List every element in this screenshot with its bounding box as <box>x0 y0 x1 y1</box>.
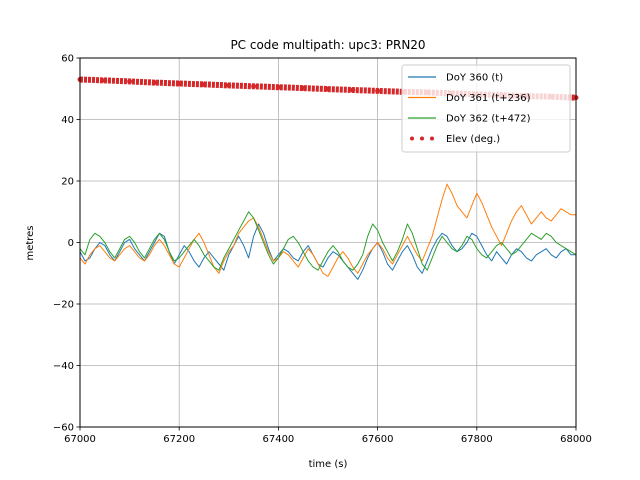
elevation-point <box>151 80 157 86</box>
series-line-2 <box>79 211 577 271</box>
legend-marker <box>430 136 434 141</box>
legend-label: DoY 360 (t) <box>446 73 503 84</box>
legend-label: DoY 362 (t+472) <box>446 114 531 125</box>
y-tick-label: −60 <box>53 423 74 434</box>
elevation-point <box>176 81 182 87</box>
legend-box <box>401 64 571 153</box>
elevation-point <box>102 77 108 83</box>
y-axis-label: metres <box>25 225 36 260</box>
x-axis-label: time (s) <box>309 459 348 470</box>
legend: DoY 360 (t) DoY 361 (t+236) DoY 362 (t+472… <box>401 64 571 153</box>
legend-label: Elev (deg.) <box>446 134 500 145</box>
y-tick-label: 60 <box>61 54 74 65</box>
chart-title: PC code multipath: upc3: PRN20 <box>230 38 425 52</box>
y-tick-label: −40 <box>53 361 74 372</box>
grid-lines <box>79 57 577 428</box>
legend-label: DoY 361 (t+236) <box>446 93 531 104</box>
x-tick-label: 67000 <box>64 434 96 445</box>
series-2 <box>79 211 577 271</box>
series-0 <box>79 223 576 280</box>
legend-marker <box>420 136 424 141</box>
elevation-point <box>275 84 281 90</box>
axis-ticks: 67000 67200 67400 67600 67800 68000 −60 −40 −20 0… <box>53 54 592 446</box>
x-tick-label: 67800 <box>461 434 493 445</box>
y-tick-label: 20 <box>61 177 74 188</box>
elevation-point <box>375 88 381 94</box>
elevation-point <box>226 82 232 88</box>
elevation-point <box>251 83 257 89</box>
x-tick-label: 67200 <box>163 434 195 445</box>
x-tick-label: 67600 <box>362 434 394 445</box>
y-tick-label: 40 <box>61 115 74 126</box>
elevation-point <box>127 78 133 84</box>
elevation-point <box>201 81 207 87</box>
elevation-point <box>325 86 331 92</box>
y-tick-label: 0 <box>68 238 74 249</box>
series-1 <box>79 183 576 277</box>
series-line-1 <box>79 183 576 277</box>
series-line-0 <box>79 223 576 280</box>
x-tick-label: 68000 <box>560 434 592 445</box>
elevation-point <box>300 85 306 91</box>
x-tick-label: 67400 <box>262 434 294 445</box>
y-tick-label: −20 <box>53 300 74 311</box>
legend-marker <box>410 136 414 141</box>
elevation-point <box>350 87 356 93</box>
